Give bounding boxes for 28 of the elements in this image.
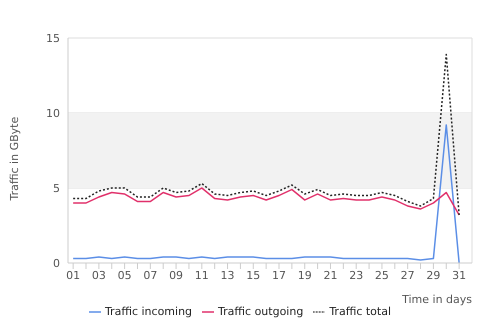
y-tick-label: 0 [53,256,60,270]
x-tick-label: 09 [169,268,184,282]
x-tick-label: 25 [374,268,389,282]
x-tick-label: 31 [452,268,466,282]
x-tick-label: 23 [349,268,364,282]
x-tick-label: 01 [66,268,80,282]
x-tick-label: 11 [194,268,209,282]
y-tick-label: 5 [53,182,60,195]
x-tick-label: 13 [220,268,235,282]
x-tick-label: 21 [323,268,338,282]
x-tick-label: 29 [426,268,440,282]
x-tick-label: 03 [92,268,106,282]
y-tick-label: 15 [46,32,60,45]
line-series [72,54,460,216]
legend-label: Traffic outgoing [218,305,304,318]
x-tick-label: 15 [246,268,260,282]
x-tick-label: 05 [118,268,132,282]
x-tick-label: 19 [298,268,312,282]
x-axis-title: Time in days [401,293,472,306]
legend-label: Traffic total [329,305,392,318]
y-tick-label: 10 [46,106,60,120]
x-tick-label: 17 [272,268,286,282]
legend-label: Traffic incoming [104,305,192,318]
line-series [72,187,460,216]
x-tick-label: 07 [143,268,158,282]
y-axis-title: Traffic in GByte [8,116,21,202]
line-series [72,124,460,263]
x-tick-label: 27 [400,268,415,282]
